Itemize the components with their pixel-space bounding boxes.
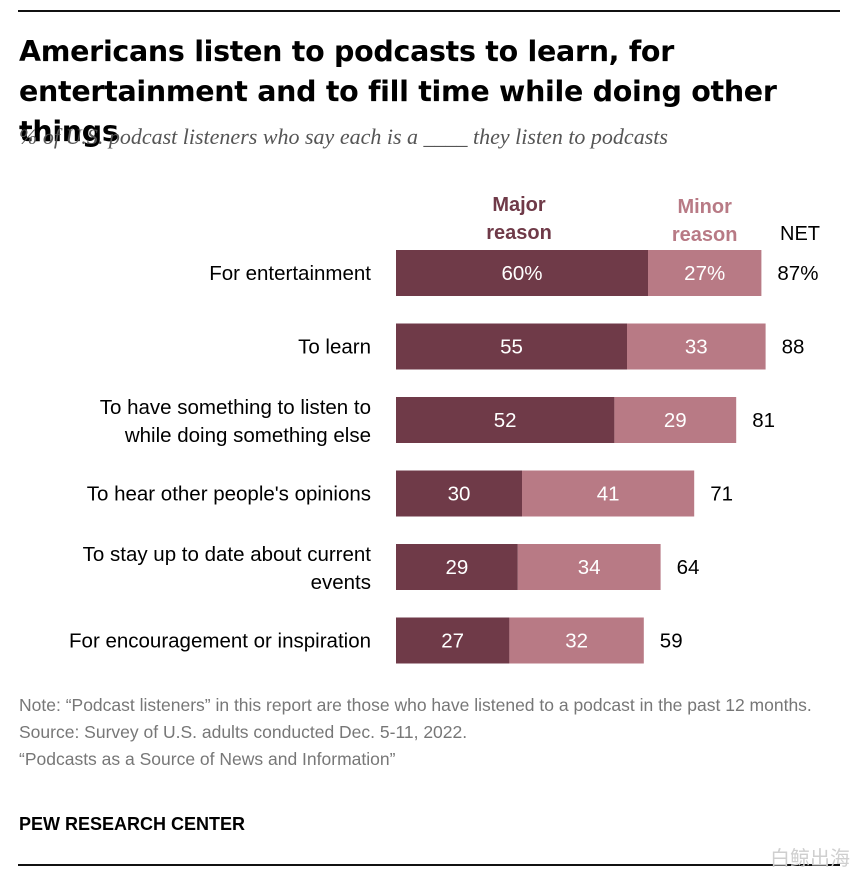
- category-label: To hear other people's opinions: [87, 483, 371, 506]
- source-org: PEW RESEARCH CENTER: [19, 814, 246, 834]
- category-label: events: [311, 571, 371, 594]
- bar-major-reason: [396, 470, 522, 517]
- net-label: 88: [782, 336, 805, 359]
- net-label: 59: [660, 630, 683, 653]
- bar-major-reason: [396, 617, 510, 664]
- data-label-minor: 41: [597, 483, 620, 506]
- category-label: For entertainment: [209, 262, 371, 285]
- data-label-minor: 27%: [684, 262, 725, 285]
- bar-minor-reason: [648, 250, 762, 296]
- data-label-major: 29: [445, 556, 468, 579]
- report-title: “Podcasts as a Source of News and Inform…: [19, 749, 396, 769]
- legend-major-reason: Major: [492, 194, 546, 216]
- chart-notes: Note: “Podcast listeners” in this report…: [19, 692, 839, 773]
- watermark-logo: 白鲸出海: [770, 846, 850, 870]
- bar-minor-reason: [627, 323, 766, 370]
- legend-major-reason: reason: [486, 222, 552, 244]
- bar-major-reason: [396, 250, 648, 296]
- data-label-major: 27: [441, 630, 464, 653]
- data-label-major: 52: [494, 409, 517, 432]
- data-label-major: 60%: [501, 262, 542, 285]
- net-label: 81: [752, 409, 775, 432]
- category-label: To stay up to date about current: [83, 543, 372, 566]
- legend-minor-reason: reason: [672, 224, 738, 246]
- bar-minor-reason: [614, 397, 737, 443]
- chart-title: Americans listen to podcasts to learn, f…: [19, 35, 777, 148]
- data-label-minor: 33: [685, 336, 708, 359]
- source-text: Source: Survey of U.S. adults conducted …: [19, 722, 468, 742]
- bar-major-reason: [396, 397, 615, 443]
- category-label: while doing something else: [124, 424, 371, 447]
- net-label: 64: [677, 556, 700, 579]
- chart-subtitle: % of U.S. podcast listeners who say each…: [19, 124, 668, 149]
- stacked-bar-chart: Major reason Minor reason NET For entertainme…: [69, 194, 820, 664]
- data-label-major: 55: [500, 336, 523, 359]
- net-label: 87%: [777, 262, 818, 285]
- top-rule: [18, 10, 840, 12]
- legend-minor-reason: Minor: [677, 196, 732, 218]
- data-label-major: 30: [448, 483, 471, 506]
- net-label: 71: [710, 483, 733, 506]
- bar-minor-reason: [509, 617, 644, 664]
- data-label-minor: 34: [578, 556, 601, 579]
- bar-minor-reason: [517, 544, 661, 590]
- bar-major-reason: [396, 323, 627, 370]
- bottom-rule: [18, 864, 840, 866]
- category-label: For encouragement or inspiration: [69, 630, 371, 653]
- category-label: To learn: [298, 336, 371, 359]
- note-text: Note: “Podcast listeners” in this report…: [19, 695, 812, 715]
- data-label-minor: 29: [664, 409, 687, 432]
- category-label: To have something to listen to: [100, 396, 371, 419]
- data-label-minor: 32: [565, 630, 588, 653]
- bar-minor-reason: [522, 470, 695, 517]
- legend-net: NET: [780, 223, 820, 245]
- bar-major-reason: [396, 544, 518, 590]
